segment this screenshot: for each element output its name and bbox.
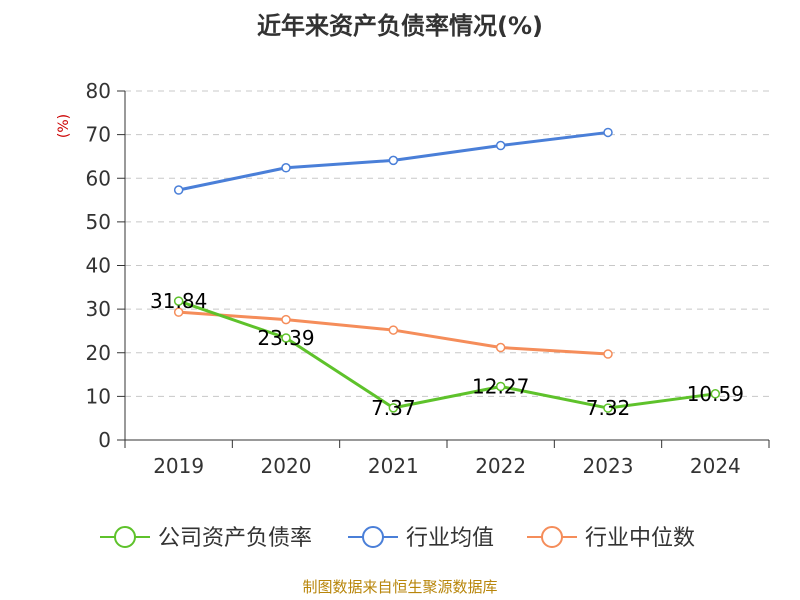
data-point bbox=[173, 296, 184, 306]
legend-item[interactable]: 行业均值 bbox=[348, 526, 494, 551]
data-label: 10.59 bbox=[687, 382, 744, 406]
source-note: 制图数据来自恒生聚源数据库 bbox=[302, 578, 497, 596]
data-label: 23.39 bbox=[257, 326, 314, 350]
data-labels: 31.84 23.39 7.37 12.27 7.32 10.59 bbox=[150, 289, 744, 420]
data-label: 7.32 bbox=[586, 396, 631, 420]
legend-label: 行业中位数 bbox=[585, 526, 695, 551]
data-point bbox=[603, 349, 613, 359]
legend-label: 公司资产负债率 bbox=[158, 526, 312, 551]
data-point bbox=[388, 325, 399, 335]
data-point bbox=[388, 155, 399, 166]
y-tick-label: 50 bbox=[86, 210, 111, 234]
y-tick-label: 60 bbox=[86, 166, 111, 190]
data-label: 7.37 bbox=[371, 396, 416, 420]
x-tick-label: 2023 bbox=[583, 454, 634, 478]
grid-lines bbox=[125, 90, 769, 397]
data-label: 12.27 bbox=[472, 374, 529, 398]
data-label: 31.84 bbox=[150, 289, 207, 313]
x-tick-label: 2021 bbox=[368, 454, 419, 478]
x-tick-label: 2024 bbox=[690, 454, 741, 478]
data-point bbox=[603, 127, 613, 138]
data-point bbox=[281, 314, 291, 325]
data-point bbox=[710, 389, 721, 399]
x-tick-label: 2020 bbox=[261, 454, 312, 478]
legend-marker-icon bbox=[362, 526, 384, 548]
y-tick-label: 30 bbox=[86, 297, 111, 321]
legend[interactable]: 公司资产负债率 行业均值 行业中位数 bbox=[100, 526, 695, 551]
legend-marker-icon bbox=[541, 526, 563, 548]
y-tick-label: 40 bbox=[86, 254, 111, 278]
data-point bbox=[495, 140, 506, 151]
data-point bbox=[388, 403, 399, 413]
data-point bbox=[173, 307, 184, 317]
legend-marker-icon bbox=[114, 526, 136, 548]
y-axis-unit-label: (%) bbox=[56, 114, 72, 138]
y-tick-label: 80 bbox=[86, 79, 111, 103]
axes: 0 10 20 30 40 50 60 70 80 2019 2020 2021 2022 2023 202… bbox=[86, 79, 770, 478]
x-tick-label: 2019 bbox=[153, 454, 204, 478]
legend-item[interactable]: 行业中位数 bbox=[527, 526, 695, 551]
data-point bbox=[173, 185, 184, 195]
data-point bbox=[281, 333, 291, 343]
y-tick-label: 0 bbox=[98, 428, 111, 452]
y-tick-label: 10 bbox=[86, 384, 111, 408]
legend-item[interactable]: 公司资产负债率 bbox=[100, 526, 312, 551]
chart-title: 近年来资产负债率情况(%) bbox=[257, 12, 543, 40]
data-point bbox=[603, 403, 613, 413]
data-point bbox=[495, 381, 506, 392]
legend-label: 行业均值 bbox=[406, 526, 494, 551]
data-point bbox=[281, 163, 291, 173]
x-tick-label: 2022 bbox=[475, 454, 526, 478]
y-tick-label: 20 bbox=[86, 341, 111, 365]
y-tick-label: 70 bbox=[86, 123, 111, 147]
series-line bbox=[178, 299, 716, 410]
series-group bbox=[173, 127, 721, 413]
data-point bbox=[495, 342, 506, 353]
